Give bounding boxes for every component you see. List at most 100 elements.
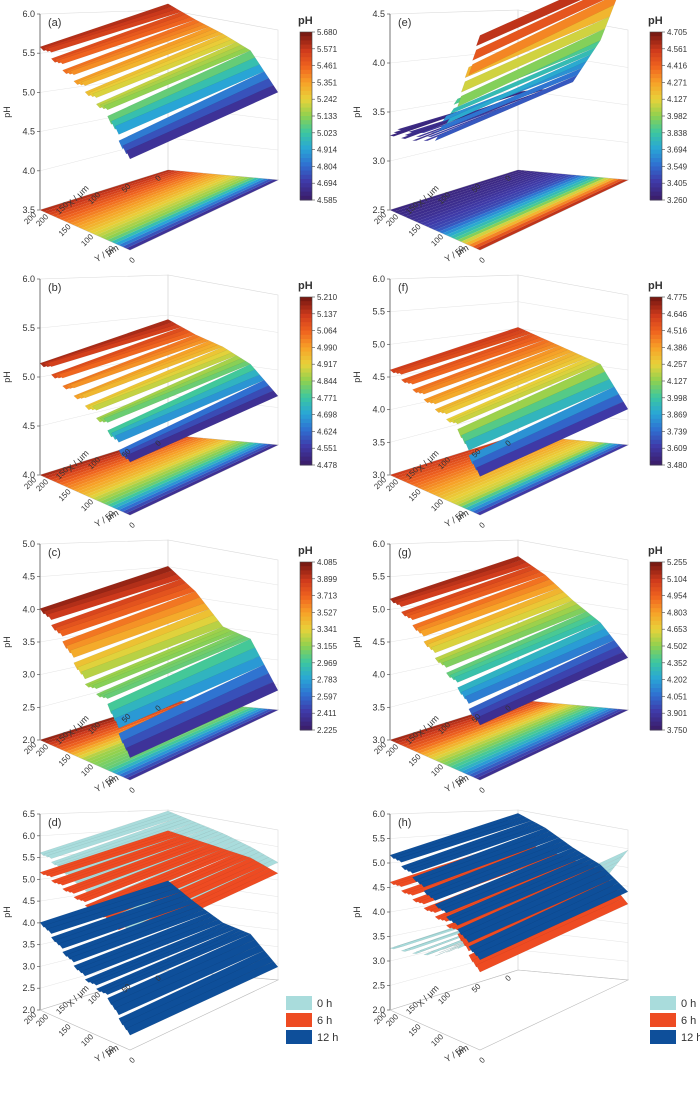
colorbar-segment <box>300 355 312 361</box>
colorbar-tick-label: 4.775 <box>667 293 688 302</box>
surface-strip-12h <box>122 955 274 1031</box>
colorbar-tick-label: 4.646 <box>667 310 688 319</box>
floor-projection-strip <box>431 704 573 760</box>
colorbar-segment <box>300 116 312 121</box>
colorbar-segment <box>300 612 312 618</box>
colorbar-segment <box>650 86 662 92</box>
colorbar-tick-label: 3.549 <box>667 162 688 171</box>
floor-projection-strip <box>77 174 219 229</box>
colorbar-segment <box>650 191 662 197</box>
floor-projection-strip <box>92 175 237 235</box>
y-tick-label: 100 <box>429 232 445 248</box>
colorbar-title: pH <box>648 280 663 292</box>
z-tick-label: 6.0 <box>372 274 385 284</box>
colorbar-segment <box>300 667 312 672</box>
colorbar-title: pH <box>648 15 663 27</box>
surface-strip <box>92 352 238 411</box>
colorbar-segment <box>300 566 312 571</box>
colorbar-tick-label: 3.260 <box>667 196 688 205</box>
colorbar-tick-label: 4.352 <box>667 659 688 668</box>
gridline <box>389 49 519 64</box>
surface-strip <box>58 16 196 65</box>
surface-strip-12h <box>62 902 201 957</box>
colorbar-segment <box>300 195 312 201</box>
surface-strip <box>81 620 224 680</box>
surface-strip-12h <box>111 939 260 1011</box>
y-tick-label: 0 <box>127 520 137 530</box>
surface-strip-12h <box>423 837 565 896</box>
colorbar-segment <box>650 427 662 432</box>
floor-projection-strip <box>111 707 260 774</box>
colorbar-segment <box>300 44 312 50</box>
colorbar-segment <box>300 444 312 449</box>
legend-swatch <box>286 996 312 1010</box>
surface-strip <box>111 647 260 722</box>
panel-label: (e) <box>398 17 411 29</box>
surface-strip <box>472 645 624 721</box>
colorbar-segment <box>300 460 312 466</box>
colorbar-segment <box>650 397 662 403</box>
colorbar-segment <box>300 389 312 395</box>
colorbar-tick-label: 3.341 <box>317 625 338 634</box>
floor-projection-strip <box>111 177 260 244</box>
colorbar-segment <box>650 456 662 462</box>
surface-strip-12h <box>389 813 523 860</box>
colorbar-segment <box>650 620 662 626</box>
colorbar-segment <box>650 74 662 79</box>
floor-projection-strip <box>401 171 537 217</box>
colorbar-tick-label: 4.698 <box>317 411 338 420</box>
gridline <box>167 314 279 333</box>
legend-label: 0 h <box>317 998 332 1010</box>
colorbar-tick-label: 3.750 <box>667 726 688 735</box>
surface-strip <box>114 374 265 443</box>
surface-strip-12h <box>126 961 279 1036</box>
z-tick-label: 5.5 <box>372 307 385 317</box>
colorbar-segment <box>300 32 312 37</box>
colorbar-segment <box>650 566 662 571</box>
y-tick-label: 0 <box>477 520 487 530</box>
floor-projection-strip <box>390 435 523 477</box>
colorbar-segment <box>300 137 312 142</box>
legend-swatch <box>650 996 676 1010</box>
colorbar-segment <box>300 423 312 428</box>
colorbar-segment <box>300 145 312 151</box>
colorbar-segment <box>300 633 312 639</box>
surface-strip-6h <box>58 837 196 886</box>
z-axis-label: pH <box>352 636 362 648</box>
colorbar-segment <box>650 713 662 718</box>
colorbar-segment <box>300 427 312 432</box>
z-tick-label: 3.0 <box>372 735 385 745</box>
colorbar-segment <box>300 61 312 67</box>
surface-strip <box>47 324 183 367</box>
floor-projection-strip <box>115 708 265 775</box>
x-tick-label: 0 <box>503 973 513 983</box>
colorbar-tick-label: 3.694 <box>667 146 688 155</box>
surface-strip <box>476 401 629 477</box>
colorbar-segment <box>650 334 662 340</box>
surface-strip <box>457 622 606 695</box>
colorbar-segment <box>300 111 312 117</box>
colorbar-segment <box>650 162 662 167</box>
colorbar-segment <box>300 570 312 576</box>
colorbar-segment <box>650 124 662 130</box>
gridline <box>517 949 629 962</box>
z-tick-label: 5.0 <box>372 858 385 868</box>
z-tick-label: 2.0 <box>22 1005 35 1015</box>
colorbar-segment <box>650 355 662 361</box>
colorbar-segment <box>300 562 312 567</box>
surface-strip <box>126 85 279 160</box>
floor-projection-strip <box>435 440 578 497</box>
colorbar-segment <box>300 578 312 584</box>
colorbar-segment <box>300 410 312 416</box>
z-tick-label: 3.0 <box>22 670 35 680</box>
floor-projection-strip <box>126 179 278 250</box>
colorbar-segment <box>300 305 312 311</box>
surface-strip-6h <box>47 833 183 878</box>
panel-label: (a) <box>48 17 61 29</box>
floor-projection-strip <box>122 179 274 249</box>
colorbar-segment <box>300 368 312 374</box>
floor-projection-strip <box>457 177 606 242</box>
colorbar-tick-label: 5.571 <box>317 45 338 54</box>
